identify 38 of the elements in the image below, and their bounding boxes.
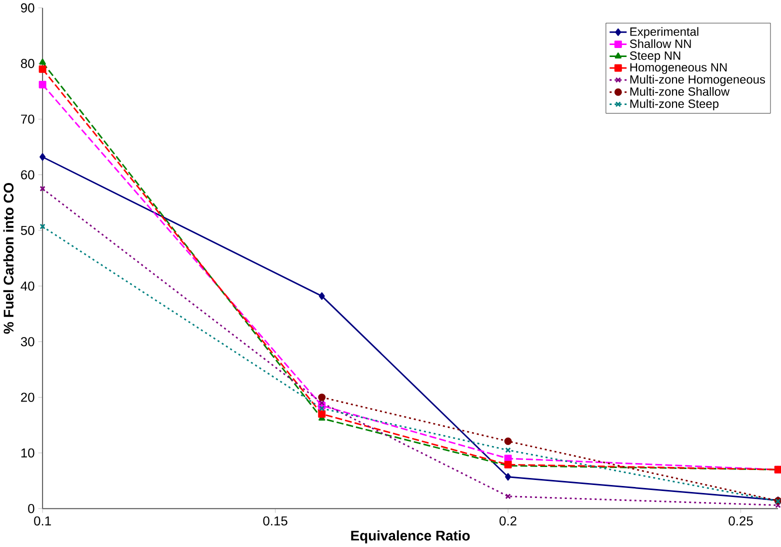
- legend-label: Shallow NN: [630, 39, 691, 48]
- legend-label: Experimental: [630, 27, 698, 38]
- legend-label: Multi-zone Steep: [630, 99, 718, 110]
- y-tick-label: 30: [20, 337, 34, 346]
- legend-label: Homogeneous NN: [630, 63, 727, 74]
- y-tick-label: 60: [21, 170, 34, 180]
- x-tick-label: 0.25: [728, 516, 753, 526]
- y-axis-title: % Fuel Carbon into CO: [3, 183, 14, 334]
- legend-label: Steep NN: [630, 52, 680, 62]
- point: [318, 406, 325, 412]
- x-tick-label: 0.2: [500, 516, 516, 526]
- point: [504, 438, 512, 446]
- y-tick-label: 20: [21, 392, 34, 402]
- point: [39, 58, 46, 65]
- x-tick-label: 0.15: [263, 516, 288, 526]
- point: [38, 66, 46, 73]
- point: [318, 400, 325, 406]
- y-tick-label: 10: [21, 448, 34, 458]
- point: [318, 292, 325, 300]
- y-tick-label: 50: [20, 226, 34, 236]
- point: [40, 153, 46, 161]
- point: [318, 394, 326, 402]
- y-tick-label: 70: [21, 114, 34, 124]
- y-tick-label: 0: [28, 504, 34, 514]
- legend-label: Multi-zone Shallow: [630, 87, 730, 96]
- point: [38, 81, 46, 89]
- legend-label: Multi-zone Homogeneous: [630, 75, 766, 86]
- x-axis-title: Equivalence Ratio: [351, 530, 470, 544]
- y-tick-label: 40: [20, 282, 34, 291]
- point: [505, 473, 512, 481]
- y-tick-label: 90: [21, 3, 34, 13]
- point: [505, 447, 511, 454]
- point: [505, 494, 511, 500]
- point: [40, 224, 46, 230]
- point: [318, 410, 326, 418]
- x-tick-label: 0.1: [34, 516, 51, 526]
- point: [40, 186, 46, 192]
- y-tick-label: 80: [20, 59, 34, 68]
